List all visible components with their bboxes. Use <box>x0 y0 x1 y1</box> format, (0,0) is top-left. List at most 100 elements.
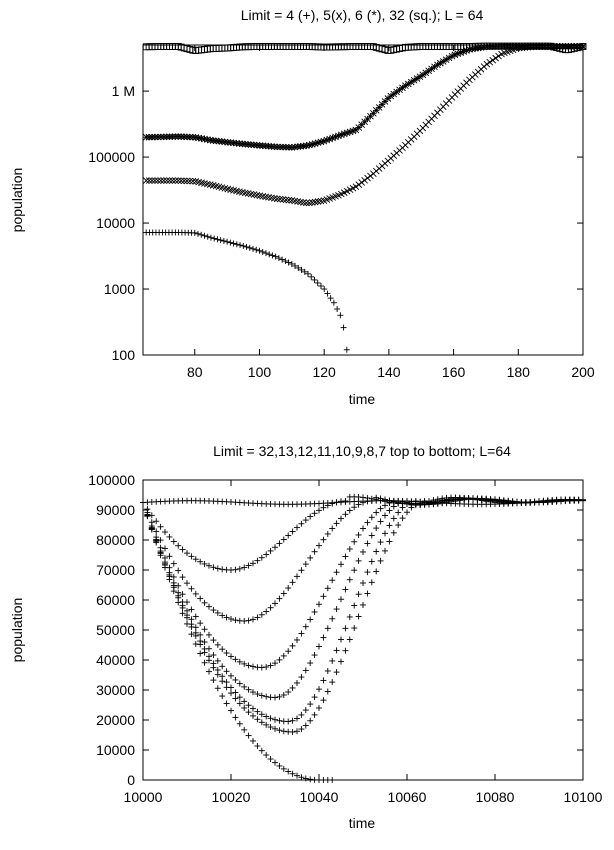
series-13-point <box>333 499 340 506</box>
series-cross-point <box>163 177 170 184</box>
series-11-point <box>311 608 318 615</box>
series-11-point <box>210 637 217 644</box>
series-9-point <box>285 718 292 725</box>
series-13-point <box>201 560 208 567</box>
series-8-point <box>338 658 344 665</box>
y-tick-label: 0 <box>127 772 135 788</box>
series-10-point <box>386 507 393 514</box>
series-10-point <box>373 525 380 532</box>
series-11-point <box>307 616 314 623</box>
series-11-point <box>298 630 305 637</box>
series-8-point <box>465 495 472 502</box>
series-13-point <box>285 532 292 539</box>
series-10-point <box>197 631 204 638</box>
series-8-point <box>329 679 336 686</box>
series-plus-point <box>211 235 218 242</box>
series-plus-point <box>195 230 201 237</box>
series-8-point <box>474 496 481 503</box>
series-11-point <box>179 591 186 598</box>
series-9-point <box>263 713 270 720</box>
series-cross-point <box>486 58 494 66</box>
chart-1-y-ticks: 100 1000 10000 100000 1 M <box>88 83 583 363</box>
series-10-point <box>311 652 318 659</box>
series-8-point <box>214 671 221 678</box>
series-plus-point <box>340 324 347 331</box>
series-13-point <box>258 554 265 561</box>
series-7-point <box>179 610 186 617</box>
series-cross-point <box>271 195 278 202</box>
series-8-point <box>324 688 331 695</box>
series-plus-point <box>253 246 260 253</box>
series-plus-point <box>317 282 324 289</box>
series-7-point <box>245 732 252 739</box>
series-9-point <box>302 707 309 714</box>
series-11-point <box>377 505 384 512</box>
series-cross-point <box>483 60 491 68</box>
series-plus-point <box>227 239 234 246</box>
series-8-point <box>232 695 239 702</box>
series-10-point <box>368 532 375 539</box>
series-7-point <box>280 765 287 772</box>
series-10-point <box>333 606 340 613</box>
series-11-point <box>170 573 177 580</box>
series-10-point <box>263 693 270 700</box>
series-13-point <box>241 564 248 571</box>
series-13-point <box>170 538 177 545</box>
chart-2-y-ticks: 0 10000 20000 30000 40000 50000 60000 70000 8000… <box>88 472 583 788</box>
series-12-point <box>166 553 173 560</box>
series-7-point <box>302 775 309 782</box>
series-10-point <box>351 567 358 574</box>
series-8-point <box>373 568 380 575</box>
series-9-point <box>241 698 248 705</box>
series-9-point <box>254 708 261 715</box>
series-plus-point <box>220 237 227 244</box>
series-cross-point <box>495 52 502 60</box>
series-8-point <box>377 557 384 564</box>
series-8-point <box>280 728 287 735</box>
series-12-point <box>311 548 318 555</box>
series-8-point <box>307 717 314 724</box>
y-tick-label: 80000 <box>96 532 135 548</box>
series-square-point <box>579 43 587 50</box>
series-plus-point <box>321 286 328 293</box>
series-10-point <box>272 694 278 701</box>
series-12-point <box>210 607 217 614</box>
series-11-point <box>272 660 278 667</box>
series-13-point <box>294 524 300 531</box>
series-12-point <box>263 608 270 615</box>
series-plus-point <box>246 244 253 251</box>
series-7-point <box>214 685 221 692</box>
series-11-point <box>329 577 336 584</box>
series-plus-point <box>237 242 244 249</box>
series-cross-point <box>180 177 188 185</box>
series-12-point <box>307 554 314 561</box>
series-plus-point <box>224 238 231 245</box>
x-tick-label: 100 <box>248 364 272 380</box>
series-10-point <box>219 663 226 670</box>
series-11-point <box>373 509 380 516</box>
series-11-point <box>360 525 366 532</box>
series-12-point <box>197 595 204 602</box>
series-13-point <box>324 502 331 509</box>
series-cross-point <box>279 196 287 203</box>
series-cross-point <box>367 172 374 180</box>
series-8-point <box>355 613 362 620</box>
series-cross-point <box>148 177 156 184</box>
series-10-point <box>298 674 305 681</box>
series-plus-point <box>191 229 198 236</box>
series-13-point <box>197 558 204 565</box>
series-13-point <box>162 529 168 536</box>
series-8-point <box>236 700 243 707</box>
series-10-point <box>346 576 353 583</box>
series-cross-point <box>166 177 173 184</box>
series-10-point <box>355 557 362 564</box>
series-cross-point <box>358 179 366 186</box>
series-9-point <box>298 711 305 718</box>
series-9-point <box>267 715 274 722</box>
series-8-point <box>386 538 393 545</box>
series-8-point <box>320 697 327 704</box>
series-9-point <box>236 694 243 701</box>
series-8-point <box>272 725 278 732</box>
series-7-point <box>206 668 212 675</box>
series-plus-point <box>207 234 214 241</box>
